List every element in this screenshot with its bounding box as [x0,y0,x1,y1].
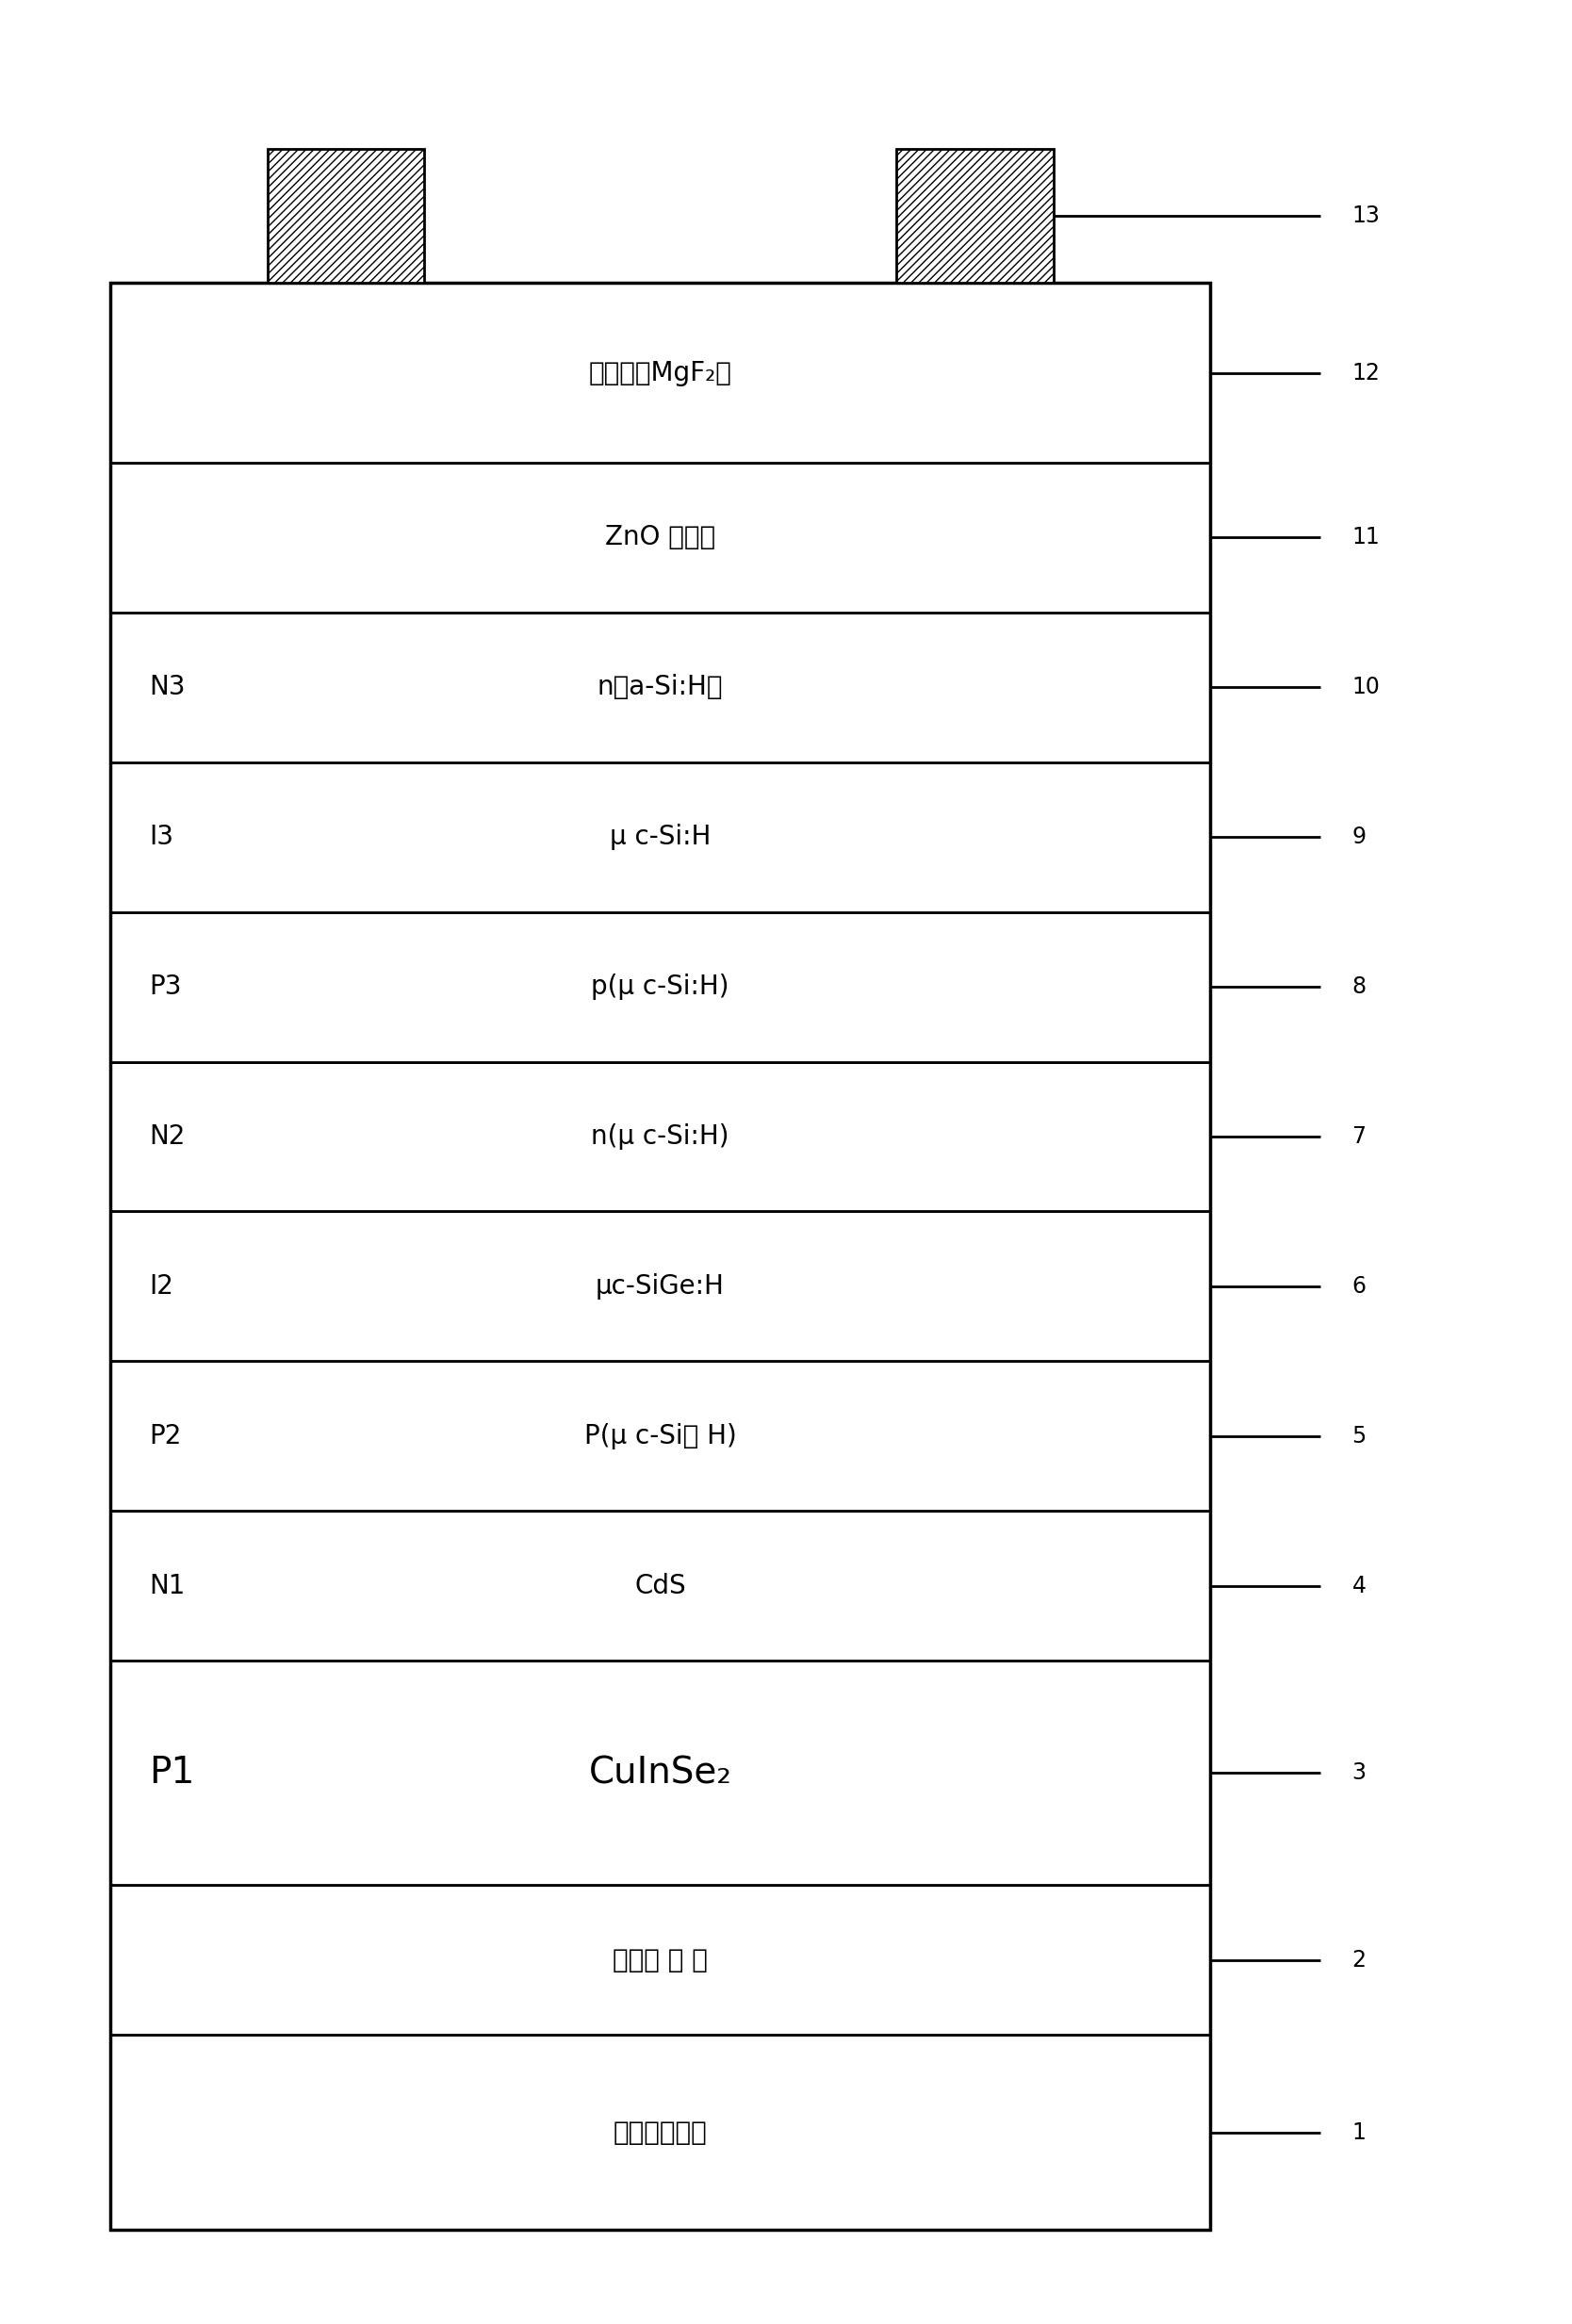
Text: 12: 12 [1352,363,1380,383]
Text: I3: I3 [149,823,174,851]
Bar [110,1362,1210,1511]
Text: P(μ c-Si： H): P(μ c-Si： H) [585,1422,736,1450]
Bar [110,1211,1210,1362]
Text: 11: 11 [1352,525,1380,548]
Text: P3: P3 [149,974,182,999]
Text: 10: 10 [1352,676,1380,700]
Bar [110,614,1210,762]
Text: μ c-Si:H: μ c-Si:H [610,823,711,851]
Text: μc-SiGe:H: μc-SiGe:H [596,1274,725,1299]
Bar [110,2036,1210,2229]
Text: p(μ c-Si:H): p(μ c-Si:H) [591,974,729,999]
Text: P2: P2 [149,1422,182,1450]
Text: 减反层（MgF₂）: 减反层（MgF₂） [588,360,733,386]
Text: n(μ c-Si:H): n(μ c-Si:H) [591,1122,729,1150]
Text: N3: N3 [149,674,185,700]
Text: 7: 7 [1352,1125,1366,1148]
Text: 6: 6 [1352,1276,1366,1297]
Bar [896,149,1053,284]
Bar [110,762,1210,911]
Text: I2: I2 [149,1274,174,1299]
Text: CdS: CdS [635,1573,685,1599]
Bar [267,149,424,284]
Text: N1: N1 [149,1573,185,1599]
Text: 3: 3 [1352,1762,1366,1785]
Text: N2: N2 [149,1122,185,1150]
Text: 1: 1 [1352,2122,1366,2143]
Text: 8: 8 [1352,976,1366,997]
Text: 纳馒玻璃基板: 纳馒玻璃基板 [613,2119,707,2145]
Bar [110,284,1210,462]
Bar [110,462,1210,614]
Text: 背电极 鑂 层: 背电极 鑂 层 [613,1948,707,1973]
Text: 5: 5 [1352,1425,1366,1448]
Bar [110,1662,1210,1885]
Text: 4: 4 [1352,1573,1366,1597]
Bar [110,911,1210,1062]
Text: n（a-Si:H）: n（a-Si:H） [597,674,723,700]
Text: 2: 2 [1352,1950,1366,1971]
Text: CuInSe₂: CuInSe₂ [588,1755,733,1792]
Bar [110,1511,1210,1662]
Bar [110,284,1210,2229]
Bar [110,1062,1210,1211]
Text: ZnO 窗口层: ZnO 窗口层 [605,525,715,551]
Text: P1: P1 [149,1755,195,1792]
Text: 13: 13 [1352,205,1380,228]
Bar [110,1885,1210,2036]
Text: 9: 9 [1352,825,1366,848]
